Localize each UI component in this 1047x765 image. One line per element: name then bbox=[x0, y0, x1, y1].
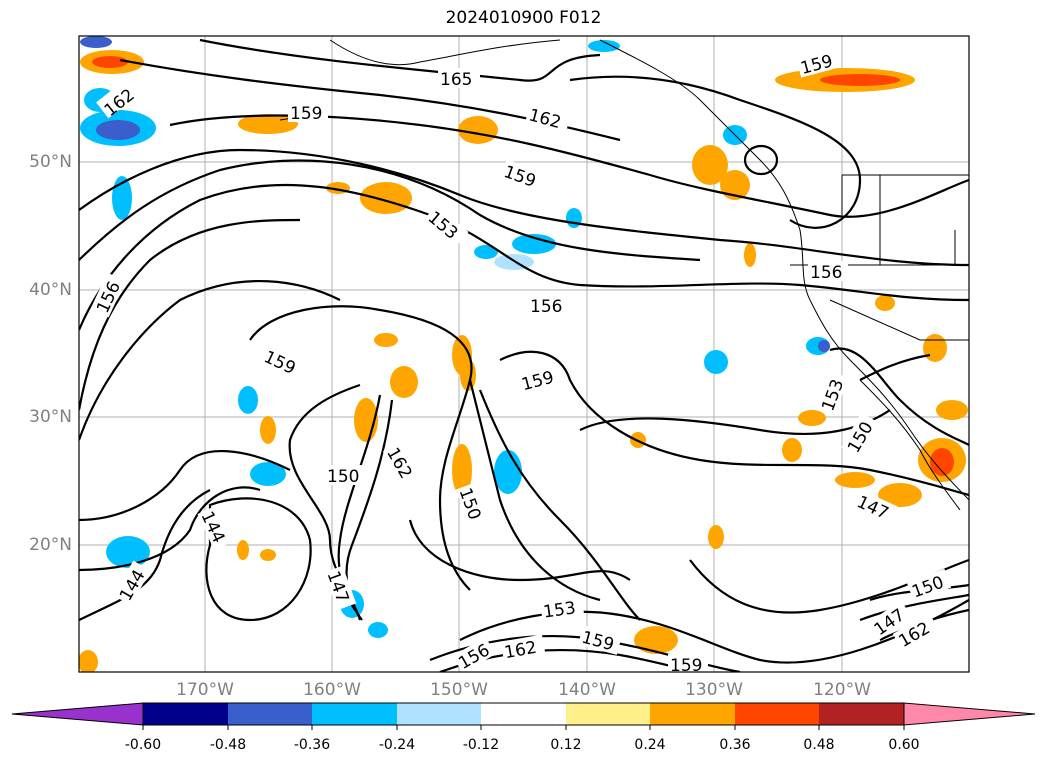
lon-label: 160°W bbox=[303, 680, 361, 700]
colorbar-segment bbox=[650, 703, 735, 725]
map-frame bbox=[78, 35, 970, 673]
contour-label: 156 bbox=[810, 263, 842, 283]
colorbar-tick-label: 0.36 bbox=[719, 737, 751, 753]
colorbar-segment bbox=[143, 703, 228, 725]
lon-label: 170°W bbox=[176, 680, 234, 700]
colorbar-segment bbox=[312, 703, 397, 725]
colorbar-segment bbox=[228, 703, 312, 725]
lon-label: 130°W bbox=[685, 680, 743, 700]
lat-label: 50°N bbox=[29, 152, 72, 172]
colorbar-segment bbox=[735, 703, 819, 725]
colorbar-tick-label: -0.60 bbox=[124, 737, 162, 753]
contour-label: 156 bbox=[530, 297, 562, 317]
colorbar-segment bbox=[481, 703, 566, 725]
map-title: 2024010900 F012 bbox=[445, 8, 602, 28]
colorbar-tick-label: -0.12 bbox=[462, 737, 500, 753]
colorbar-segment bbox=[819, 703, 904, 725]
colorbar-tick-label: -0.24 bbox=[378, 737, 416, 753]
colorbar-tick-label: 0.12 bbox=[550, 737, 582, 753]
colorbar-extend-high bbox=[903, 702, 1036, 726]
lon-label: 140°W bbox=[558, 680, 616, 700]
contour-label: 159 bbox=[290, 104, 322, 124]
colorbar-segment bbox=[397, 703, 481, 725]
contour-label: 165 bbox=[440, 70, 472, 90]
lat-label: 30°N bbox=[29, 407, 72, 427]
lon-label: 150°W bbox=[430, 680, 488, 700]
colorbar bbox=[11, 702, 1036, 730]
contour-label: 159 bbox=[670, 656, 702, 676]
contour-label: 153 bbox=[542, 598, 577, 622]
colorbar-tick-label: 0.24 bbox=[634, 737, 666, 753]
colorbar-tick-label: -0.48 bbox=[209, 737, 247, 753]
colorbar-segment bbox=[566, 703, 650, 725]
colorbar-tick-label: -0.36 bbox=[293, 737, 331, 753]
colorbar-tick-label: 0.60 bbox=[888, 737, 920, 753]
map-background bbox=[79, 36, 969, 672]
lat-label: 40°N bbox=[29, 280, 72, 300]
lon-label: 120°W bbox=[813, 680, 871, 700]
contour-label: 150 bbox=[327, 467, 359, 487]
colorbar-tick-label: 0.48 bbox=[803, 737, 835, 753]
colorbar-extend-low bbox=[11, 702, 144, 726]
lat-label: 20°N bbox=[29, 535, 72, 555]
